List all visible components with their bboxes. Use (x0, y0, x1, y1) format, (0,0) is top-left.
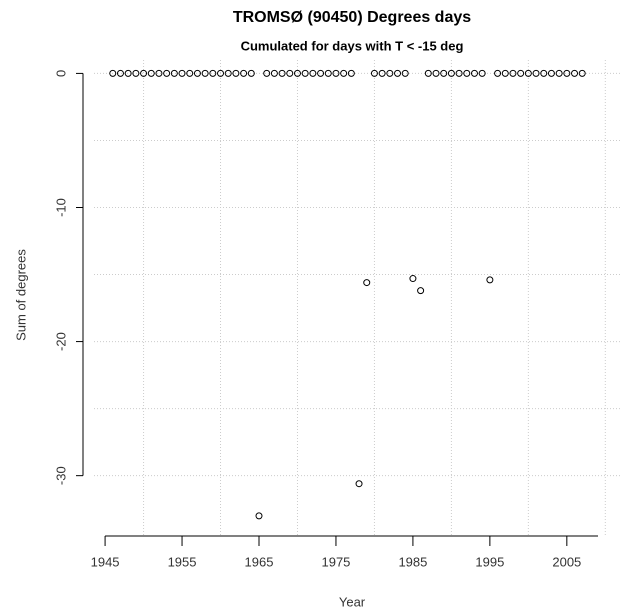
x-tick-label: 1985 (398, 554, 427, 569)
point (463, 69, 471, 77)
point (394, 69, 402, 77)
point (509, 69, 517, 77)
point (278, 69, 286, 77)
chart-title: TROMSØ (90450) Degrees days (233, 9, 471, 26)
point (571, 69, 579, 77)
y-tick-label: -30 (53, 466, 68, 485)
point (116, 69, 124, 77)
point (517, 69, 525, 77)
y-tick-label: -10 (53, 198, 68, 217)
x-tick-label: 1955 (168, 554, 197, 569)
x-tick-label: 1965 (245, 554, 274, 569)
point (201, 69, 209, 77)
point (378, 69, 386, 77)
point (293, 69, 301, 77)
point (555, 69, 563, 77)
point (247, 69, 255, 77)
point (224, 69, 232, 77)
point (347, 69, 355, 77)
point (470, 69, 478, 77)
y-tick-label: 0 (53, 70, 68, 77)
point (424, 69, 432, 77)
point (447, 69, 455, 77)
point (155, 69, 163, 77)
point (524, 69, 532, 77)
y-axis-label: Sum of degrees (13, 249, 28, 341)
point (286, 69, 294, 77)
point (170, 69, 178, 77)
point (532, 69, 540, 77)
point (109, 69, 117, 77)
chart-subtitle: Cumulated for days with T < -15 deg (241, 38, 464, 53)
point (355, 480, 363, 488)
point (363, 279, 371, 287)
point (317, 69, 325, 77)
point (270, 69, 278, 77)
point (486, 276, 494, 284)
point (386, 69, 394, 77)
point (263, 69, 271, 77)
x-tick-label: 1945 (91, 554, 120, 569)
point (309, 69, 317, 77)
point (547, 69, 555, 77)
y-tick-label: -20 (53, 332, 68, 351)
point (417, 287, 425, 295)
point (432, 69, 440, 77)
point (578, 69, 586, 77)
point (132, 69, 140, 77)
point (440, 69, 448, 77)
point (478, 69, 486, 77)
point (340, 69, 348, 77)
x-tick-label: 2005 (552, 554, 581, 569)
point (232, 69, 240, 77)
point (147, 69, 155, 77)
point (324, 69, 332, 77)
point (401, 69, 409, 77)
point (217, 69, 225, 77)
point (501, 69, 509, 77)
point (240, 69, 248, 77)
point (409, 275, 417, 283)
point (178, 69, 186, 77)
point (186, 69, 194, 77)
point (370, 69, 378, 77)
x-tick-label: 1995 (475, 554, 504, 569)
point (332, 69, 340, 77)
point (124, 69, 132, 77)
point (494, 69, 502, 77)
x-axis-label: Year (339, 594, 366, 609)
point (163, 69, 171, 77)
point (301, 69, 309, 77)
point (255, 512, 263, 520)
point (563, 69, 571, 77)
point (209, 69, 217, 77)
point (193, 69, 201, 77)
point (140, 69, 148, 77)
point (540, 69, 548, 77)
point (455, 69, 463, 77)
x-tick-label: 1975 (321, 554, 350, 569)
